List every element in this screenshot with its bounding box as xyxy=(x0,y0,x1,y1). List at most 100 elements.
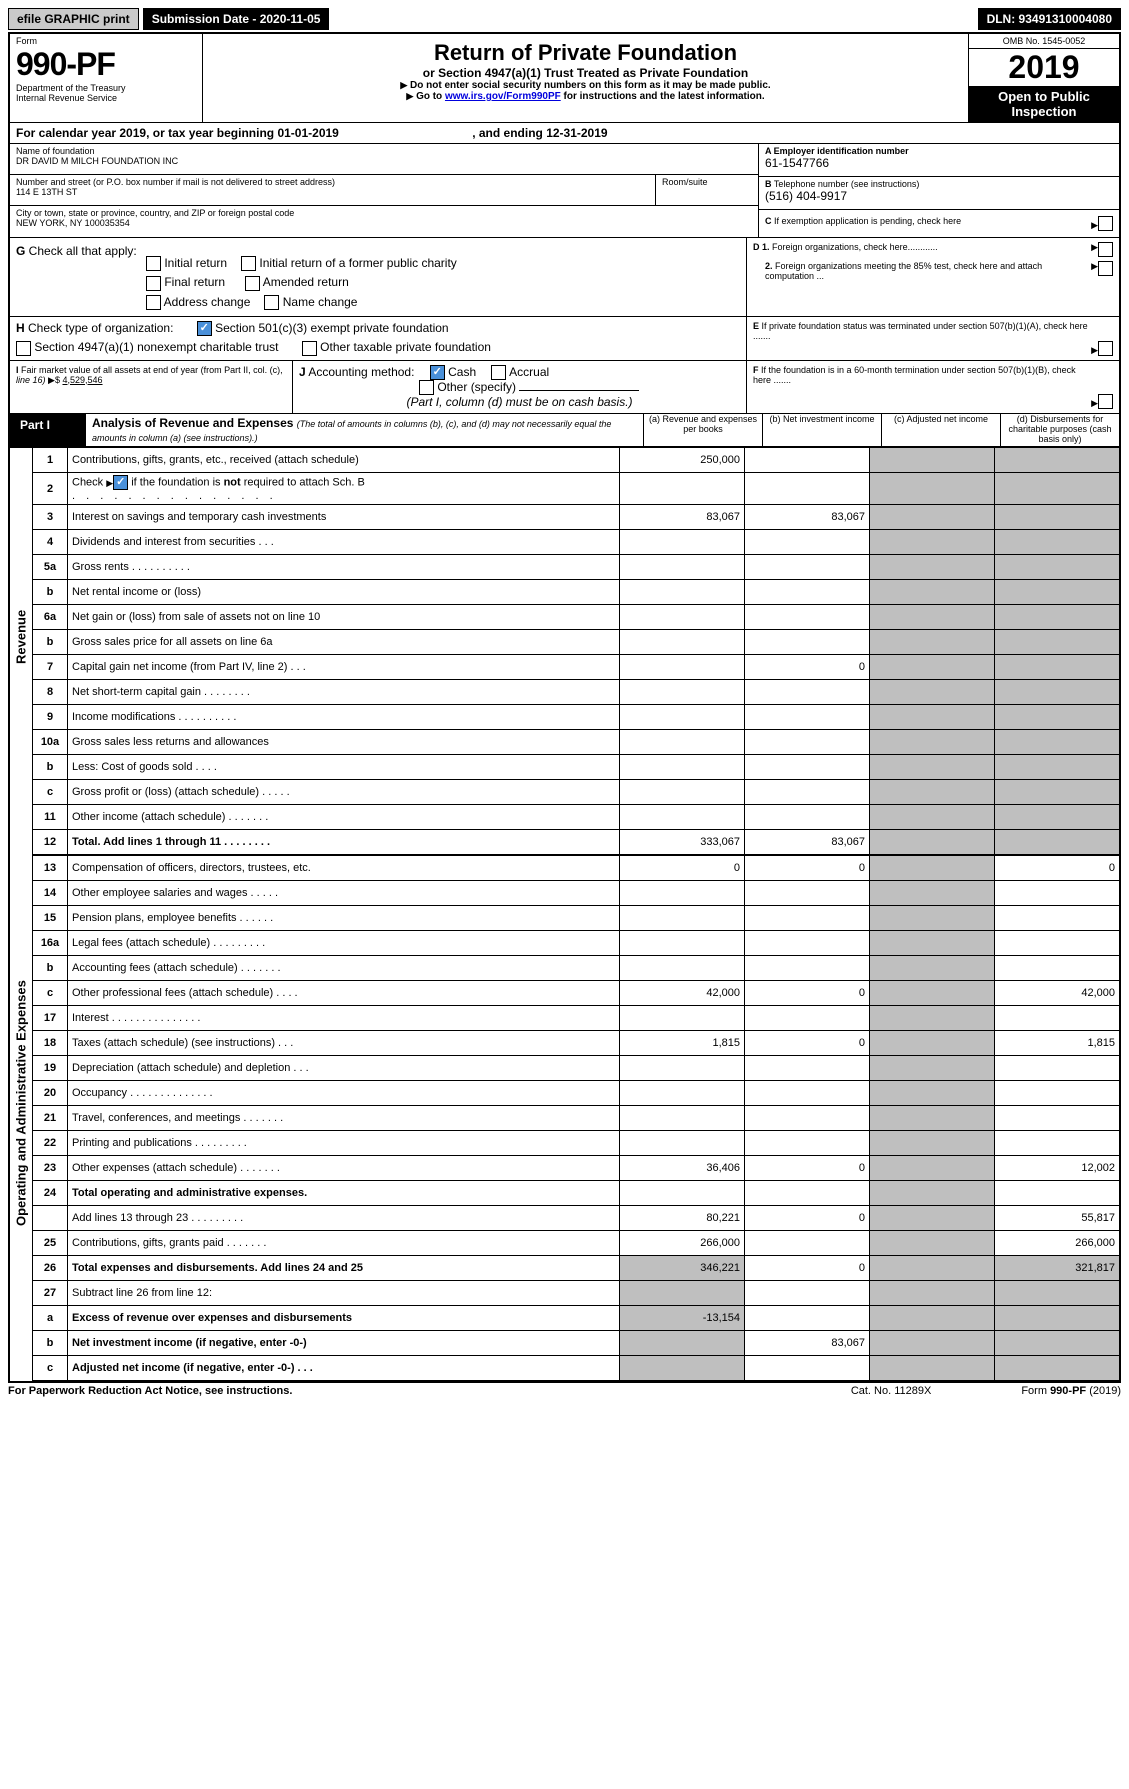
part1-grid: Revenue Operating and Administrative Exp… xyxy=(10,447,1119,1381)
j-lbl: J xyxy=(299,365,306,379)
col-b: (b) Net investment income xyxy=(763,414,882,446)
g-name[interactable] xyxy=(264,295,279,310)
foot-b: Cat. No. 11289X xyxy=(851,1385,932,1397)
j-cash[interactable] xyxy=(430,365,445,380)
row-5a: 5aGross rents . . . . . . . . . . xyxy=(33,555,1119,580)
h-lbl: H xyxy=(16,321,25,335)
row-10a: 10aGross sales less returns and allowanc… xyxy=(33,730,1119,755)
rows-table: 1Contributions, gifts, grants, etc., rec… xyxy=(33,447,1119,1381)
irs: Internal Revenue Service xyxy=(16,93,196,103)
col-a: (a) Revenue and expenses per books xyxy=(644,414,763,446)
open-public: Open to Public Inspection xyxy=(969,86,1119,122)
part1-header: Part I Analysis of Revenue and Expenses … xyxy=(10,414,1119,447)
foot-c: Form 990-PF (2019) xyxy=(1021,1385,1121,1397)
form-header: Form 990-PF Department of the Treasury I… xyxy=(10,34,1119,123)
g-address[interactable] xyxy=(146,295,161,310)
form-link[interactable]: www.irs.gov/Form990PF xyxy=(445,91,561,102)
part1-title: Analysis of Revenue and Expenses xyxy=(92,416,293,430)
row-20: 20Occupancy . . . . . . . . . . . . . . xyxy=(33,1081,1119,1106)
e-check[interactable] xyxy=(1098,341,1113,356)
d1-check[interactable] xyxy=(1098,242,1113,257)
city: NEW YORK, NY 100035354 xyxy=(16,218,752,228)
ijf-row: I Fair market value of all assets at end… xyxy=(10,361,1119,415)
he-row: H Check type of organization: Section 50… xyxy=(10,317,1119,361)
row-14: 14Other employee salaries and wages . . … xyxy=(33,881,1119,906)
omb: OMB No. 1545-0052 xyxy=(969,34,1119,49)
row-b: bAccounting fees (attach schedule) . . .… xyxy=(33,956,1119,981)
g-final[interactable] xyxy=(146,276,161,291)
row-c: cGross profit or (loss) (attach schedule… xyxy=(33,780,1119,805)
calendar-line: For calendar year 2019, or tax year begi… xyxy=(10,123,1119,144)
row-a: aExcess of revenue over expenses and dis… xyxy=(33,1306,1119,1331)
row-3: 3Interest on savings and temporary cash … xyxy=(33,505,1119,530)
j-accrual[interactable] xyxy=(491,365,506,380)
city-lbl: City or town, state or province, country… xyxy=(16,208,752,218)
row-24: 24Total operating and administrative exp… xyxy=(33,1181,1119,1206)
row-11: 11Other income (attach schedule) . . . .… xyxy=(33,805,1119,830)
efile-button[interactable]: efile GRAPHIC print xyxy=(8,8,139,30)
row-6a: 6aNet gain or (loss) from sale of assets… xyxy=(33,605,1119,630)
g-lbl: G xyxy=(16,244,25,258)
c-check[interactable] xyxy=(1098,216,1113,231)
dept: Department of the Treasury xyxy=(16,83,196,93)
d2-lbl: 2. xyxy=(765,261,773,271)
dln: DLN: 93491310004080 xyxy=(978,8,1121,30)
row-4: 4Dividends and interest from securities … xyxy=(33,530,1119,555)
row-12: 12Total. Add lines 1 through 11 . . . . … xyxy=(33,830,1119,856)
g-initial[interactable] xyxy=(146,256,161,271)
note-goto: Go to www.irs.gov/Form990PF for instruct… xyxy=(209,91,962,102)
row-b: bGross sales price for all assets on lin… xyxy=(33,630,1119,655)
row-27: 27Subtract line 26 from line 12: xyxy=(33,1281,1119,1306)
row-21: 21Travel, conferences, and meetings . . … xyxy=(33,1106,1119,1131)
form-label: Form xyxy=(16,36,196,46)
row-2: 2Check if the foundation is not required… xyxy=(33,473,1119,505)
row-b: bNet rental income or (loss) xyxy=(33,580,1119,605)
j-other[interactable] xyxy=(419,380,434,395)
col-d: (d) Disbursements for charitable purpose… xyxy=(1001,414,1119,446)
form-frame: Form 990-PF Department of the Treasury I… xyxy=(8,32,1121,1383)
submission-date: Submission Date - 2020-11-05 xyxy=(143,8,330,30)
row-c: cAdjusted net income (if negative, enter… xyxy=(33,1356,1119,1381)
part1-lbl: Part I xyxy=(10,414,86,446)
row-30: Add lines 13 through 23 . . . . . . . . … xyxy=(33,1206,1119,1231)
h-4947[interactable] xyxy=(16,341,31,356)
b-txt: Telephone number (see instructions) xyxy=(772,179,920,189)
ein: 61-1547766 xyxy=(765,156,1113,170)
toolbar: efile GRAPHIC print Submission Date - 20… xyxy=(8,8,1121,30)
c-txt: If exemption application is pending, che… xyxy=(772,216,962,226)
h-501c3[interactable] xyxy=(197,321,212,336)
row-16a: 16aLegal fees (attach schedule) . . . . … xyxy=(33,931,1119,956)
phone: (516) 404-9917 xyxy=(765,189,1113,203)
row-1: 1Contributions, gifts, grants, etc., rec… xyxy=(33,448,1119,473)
addr-lbl: Number and street (or P.O. box number if… xyxy=(16,177,649,187)
d2-check[interactable] xyxy=(1098,261,1113,276)
fmv-amount: 4,529,546 xyxy=(62,375,102,385)
row-c: cOther professional fees (attach schedul… xyxy=(33,981,1119,1006)
form-number: 990-PF xyxy=(16,46,196,83)
row-b: bNet investment income (if negative, ent… xyxy=(33,1331,1119,1356)
d1-lbl: D 1. xyxy=(753,242,770,252)
row-9: 9Income modifications . . . . . . . . . … xyxy=(33,705,1119,730)
footer: For Paperwork Reduction Act Notice, see … xyxy=(8,1385,1121,1397)
row-26: 26Total expenses and disbursements. Add … xyxy=(33,1256,1119,1281)
row-17: 17Interest . . . . . . . . . . . . . . . xyxy=(33,1006,1119,1031)
row-13: 13Compensation of officers, directors, t… xyxy=(33,855,1119,881)
foot-a: For Paperwork Reduction Act Notice, see … xyxy=(8,1385,292,1397)
tax-year: 2019 xyxy=(969,49,1119,86)
f-check[interactable] xyxy=(1098,394,1113,409)
sec-revenue: Revenue xyxy=(10,447,32,826)
row-25: 25Contributions, gifts, grants paid . . … xyxy=(33,1231,1119,1256)
row-23: 23Other expenses (attach schedule) . . .… xyxy=(33,1156,1119,1181)
col-c: (c) Adjusted net income xyxy=(882,414,1001,446)
row-22: 22Printing and publications . . . . . . … xyxy=(33,1131,1119,1156)
row-19: 19Depreciation (attach schedule) and dep… xyxy=(33,1056,1119,1081)
g-iformer[interactable] xyxy=(241,256,256,271)
gd-row: G Check all that apply: Initial return I… xyxy=(10,238,1119,317)
h-other[interactable] xyxy=(302,341,317,356)
note-ssn: Do not enter social security numbers on … xyxy=(209,80,962,91)
identity-block: Name of foundation DR DAVID M MILCH FOUN… xyxy=(10,144,1119,238)
row-8: 8Net short-term capital gain . . . . . .… xyxy=(33,680,1119,705)
g-amended[interactable] xyxy=(245,276,260,291)
row-18: 18Taxes (attach schedule) (see instructi… xyxy=(33,1031,1119,1056)
room-lbl: Room/suite xyxy=(656,175,758,205)
